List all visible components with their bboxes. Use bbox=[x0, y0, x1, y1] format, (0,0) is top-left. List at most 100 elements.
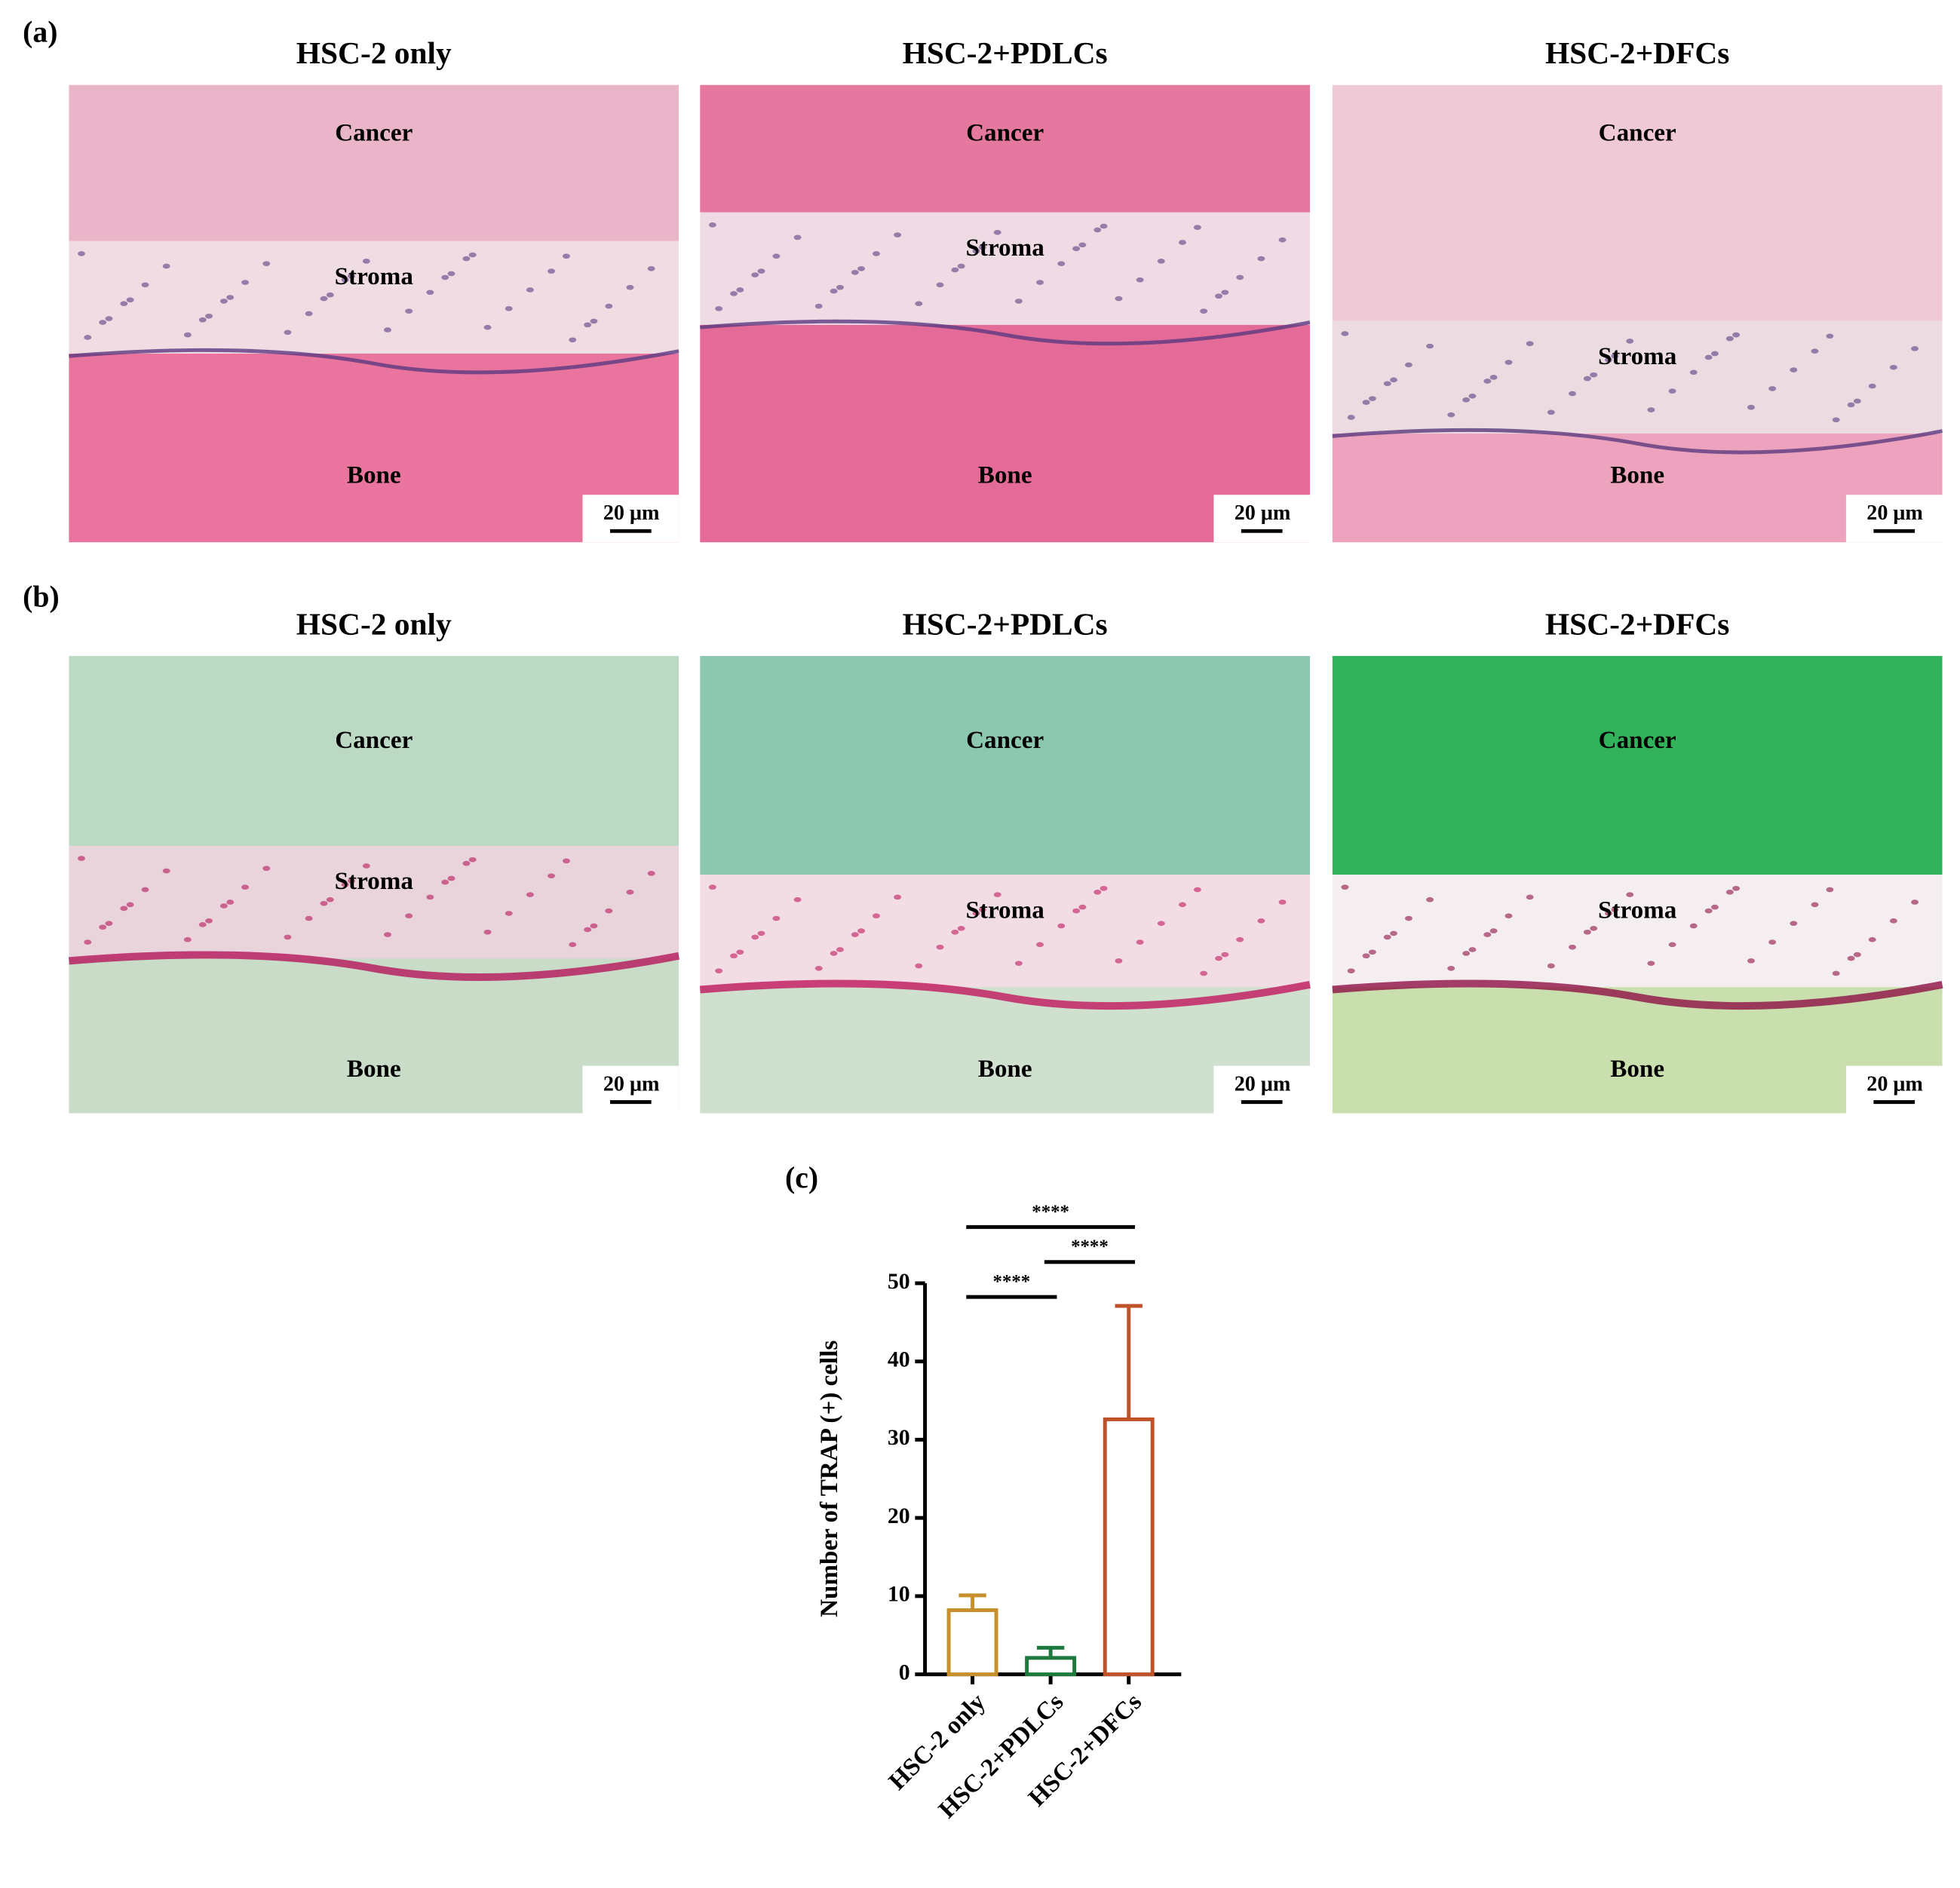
nucleus bbox=[120, 301, 128, 307]
scale-bar-label: 20 μm bbox=[603, 1073, 660, 1096]
nucleus bbox=[1383, 934, 1391, 940]
nucleus bbox=[1489, 375, 1498, 380]
nucleus bbox=[1014, 299, 1023, 304]
region-label: Stroma bbox=[1598, 896, 1677, 924]
nucleus bbox=[736, 949, 744, 955]
nucleus bbox=[584, 322, 592, 328]
scale-bar-label: 20 μm bbox=[1866, 501, 1923, 525]
nucleus bbox=[1468, 947, 1477, 952]
nucleus bbox=[198, 921, 207, 927]
micrograph bbox=[69, 656, 680, 1114]
nucleus bbox=[341, 881, 349, 887]
nucleus bbox=[1462, 951, 1471, 956]
nucleus bbox=[1668, 388, 1676, 394]
nucleus bbox=[1193, 887, 1201, 893]
nucleus bbox=[915, 963, 923, 969]
tissue-stroma bbox=[700, 875, 1310, 988]
nucleus bbox=[1221, 952, 1229, 958]
nucleus bbox=[1790, 921, 1798, 926]
nucleus bbox=[872, 913, 880, 919]
nucleus bbox=[241, 884, 250, 890]
scale-bar-label: 20 μm bbox=[1235, 501, 1291, 525]
nucleus bbox=[1447, 966, 1455, 971]
region-label: Stroma bbox=[335, 867, 414, 895]
nucleus bbox=[708, 884, 716, 890]
region-label: Bone bbox=[347, 1055, 401, 1083]
nucleus bbox=[126, 902, 134, 908]
nucleus bbox=[305, 311, 313, 317]
nucleus bbox=[1710, 351, 1719, 357]
nucleus bbox=[405, 913, 413, 919]
tissue-bone bbox=[69, 958, 679, 1114]
nucleus bbox=[715, 968, 723, 973]
nucleus bbox=[793, 896, 802, 903]
nucleus bbox=[730, 291, 738, 296]
nucleus bbox=[548, 873, 556, 878]
nucleus bbox=[1100, 223, 1108, 229]
nucleus bbox=[1157, 259, 1165, 264]
nucleus bbox=[1611, 353, 1619, 359]
nucleus bbox=[162, 263, 170, 269]
nucleus bbox=[978, 907, 986, 912]
nucleus bbox=[1390, 930, 1397, 936]
tissue-boundary bbox=[699, 979, 1311, 1010]
micrograph bbox=[1332, 656, 1943, 1114]
nucleus bbox=[1341, 884, 1349, 890]
nucleus bbox=[1447, 412, 1455, 418]
region-label: Cancer bbox=[335, 119, 413, 147]
nucleus bbox=[205, 313, 213, 319]
nucleus bbox=[836, 284, 844, 290]
tissue-cancer bbox=[1332, 656, 1943, 875]
nucleus bbox=[78, 251, 85, 256]
nucleus bbox=[957, 263, 965, 269]
nucleus bbox=[84, 335, 92, 340]
nucleus bbox=[1426, 343, 1434, 349]
nucleus bbox=[1404, 915, 1412, 921]
tissue-stroma bbox=[69, 241, 679, 354]
tissue-cancer bbox=[69, 656, 679, 846]
tissue-boundary bbox=[69, 951, 680, 981]
scale-box bbox=[1845, 1065, 1943, 1114]
nucleus bbox=[241, 280, 250, 285]
tissue-cancer bbox=[700, 84, 1310, 213]
nucleus bbox=[105, 921, 113, 926]
nucleus bbox=[736, 287, 744, 293]
scale-box bbox=[1213, 1065, 1310, 1114]
nucleus bbox=[1489, 928, 1498, 933]
nucleus bbox=[957, 925, 965, 931]
nucleus bbox=[384, 932, 391, 937]
nucleus bbox=[320, 296, 328, 302]
nucleus bbox=[1236, 936, 1244, 942]
nucleus bbox=[362, 259, 370, 264]
nucleus bbox=[462, 860, 471, 866]
nucleus bbox=[1390, 377, 1397, 383]
nucleus bbox=[483, 929, 492, 935]
nucleus bbox=[1100, 885, 1108, 891]
nucleus bbox=[951, 929, 959, 935]
nucleus bbox=[1668, 942, 1676, 948]
nucleus bbox=[1911, 900, 1919, 905]
nucleus bbox=[1505, 913, 1513, 919]
nucleus bbox=[569, 337, 577, 343]
nucleus bbox=[305, 915, 313, 921]
nucleus bbox=[605, 303, 613, 309]
y-tick-label: 40 bbox=[888, 1347, 910, 1372]
nucleus bbox=[262, 866, 271, 872]
nucleus bbox=[584, 927, 592, 933]
region-label: Stroma bbox=[966, 896, 1045, 924]
nucleus bbox=[1483, 379, 1492, 384]
nucleus bbox=[1626, 339, 1634, 344]
nucleus bbox=[78, 856, 85, 861]
micrograph bbox=[699, 656, 1311, 1114]
nucleus bbox=[836, 947, 844, 952]
nucleus bbox=[1725, 336, 1734, 342]
tissue-bone bbox=[700, 324, 1310, 543]
nucleus bbox=[1057, 923, 1066, 929]
nucleus bbox=[141, 887, 149, 893]
tissue-boundary bbox=[1332, 428, 1943, 455]
micrograph bbox=[1332, 84, 1943, 543]
tissue-boundary bbox=[1332, 979, 1943, 1010]
tissue-bone bbox=[69, 353, 679, 543]
nucleus bbox=[1368, 396, 1376, 401]
nucleus bbox=[1072, 246, 1081, 252]
